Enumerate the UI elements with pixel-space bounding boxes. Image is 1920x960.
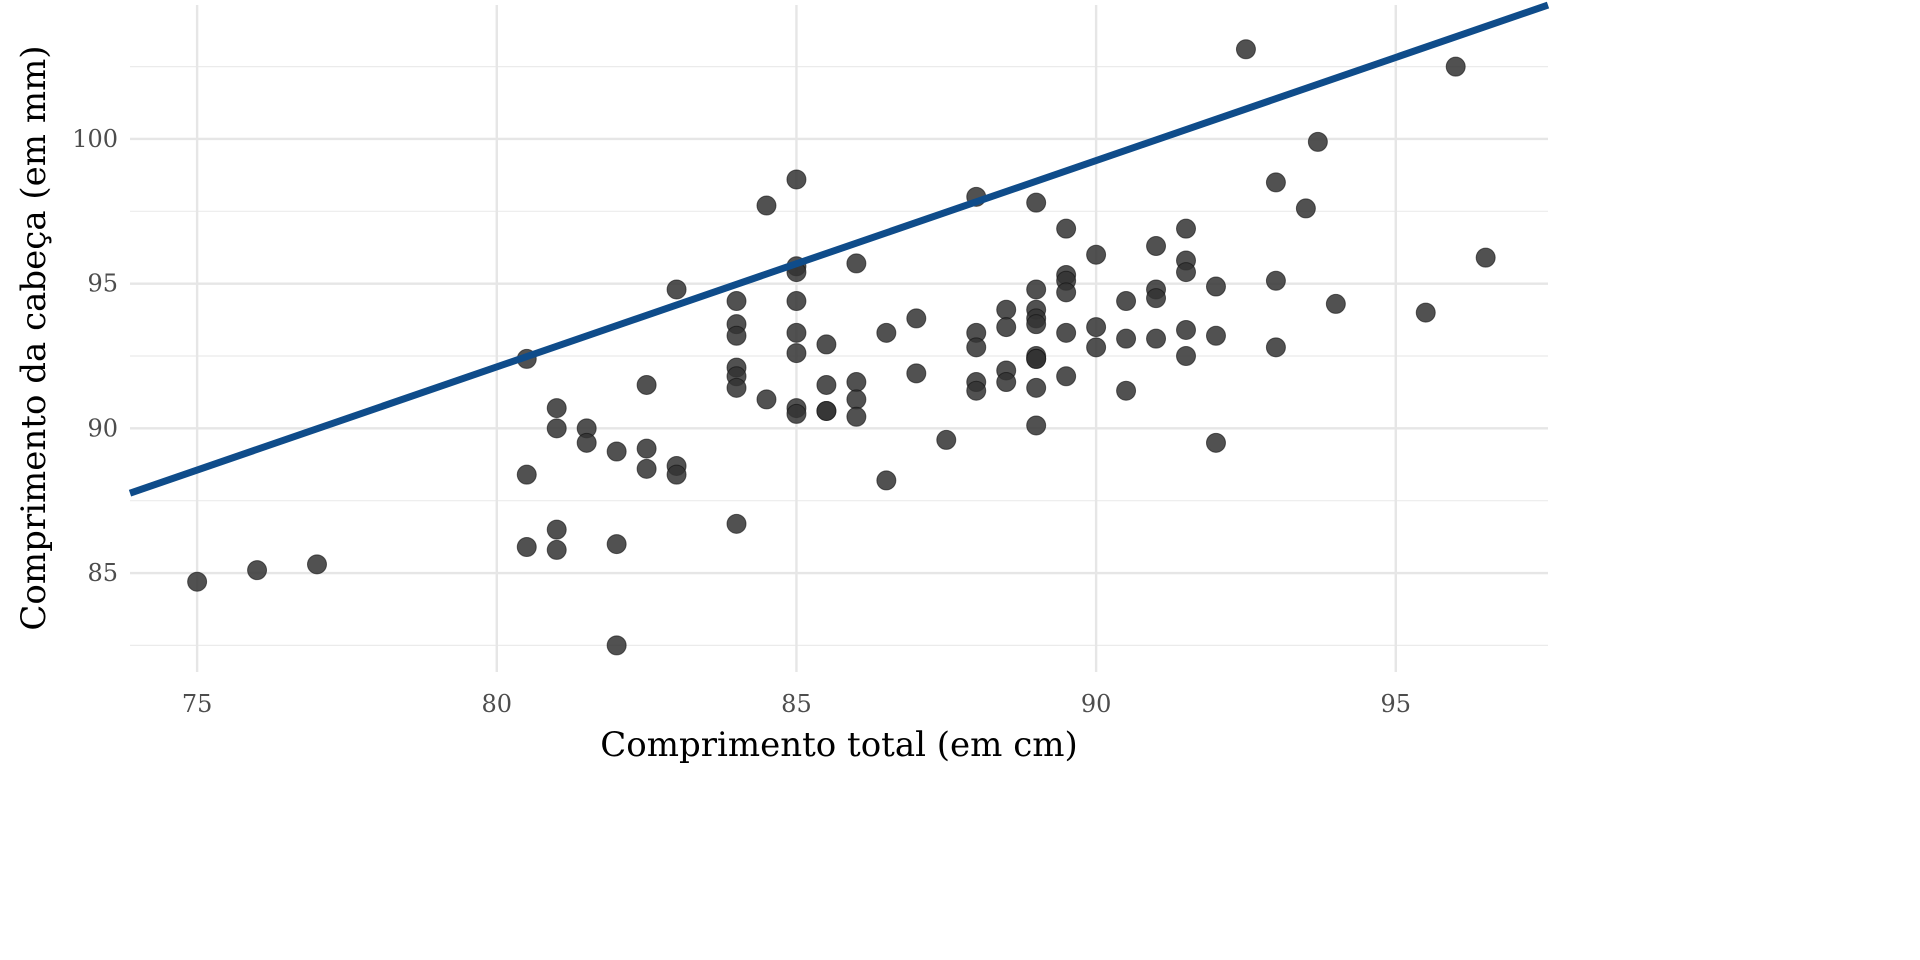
- data-point: [1235, 39, 1256, 60]
- grid: [130, 5, 1548, 672]
- data-point: [636, 458, 657, 479]
- x-axis-label: Comprimento total (em cm): [600, 725, 1078, 765]
- y-tick-label: 85: [87, 559, 118, 587]
- data-point: [606, 534, 627, 555]
- x-tick-label: 95: [1380, 690, 1411, 718]
- data-point: [996, 317, 1017, 338]
- data-point: [816, 334, 837, 355]
- data-point: [636, 374, 657, 395]
- y-axis-label: Comprimento da cabeça (em mm): [14, 45, 54, 630]
- data-point: [247, 560, 268, 581]
- data-point: [306, 554, 327, 575]
- data-point: [1146, 288, 1167, 309]
- data-point: [546, 418, 567, 439]
- y-tick-label: 100: [72, 125, 118, 153]
- data-point: [1026, 279, 1047, 300]
- reference-line: [128, 1, 1550, 497]
- data-point: [726, 513, 747, 534]
- data-point: [726, 377, 747, 398]
- data-point: [786, 322, 807, 343]
- data-point: [726, 325, 747, 346]
- data-point: [846, 372, 867, 393]
- data-point: [1295, 198, 1316, 219]
- data-point: [187, 571, 208, 592]
- data-point: [1146, 328, 1167, 349]
- data-point: [1086, 317, 1107, 338]
- data-point: [1176, 346, 1197, 367]
- data-point: [1026, 348, 1047, 369]
- data-point: [1086, 337, 1107, 358]
- data-point: [516, 536, 537, 557]
- data-point: [846, 253, 867, 274]
- data-point: [1056, 282, 1077, 303]
- data-point: [666, 464, 687, 485]
- data-point: [1026, 415, 1047, 436]
- data-point: [996, 372, 1017, 393]
- data-point: [786, 343, 807, 364]
- data-point: [1205, 276, 1226, 297]
- data-point: [756, 389, 777, 410]
- x-tick-label: 75: [182, 690, 213, 718]
- data-point: [1265, 270, 1286, 291]
- data-point: [1026, 192, 1047, 213]
- y-tick-label: 95: [87, 270, 118, 298]
- data-point: [1475, 247, 1496, 268]
- data-point: [1026, 314, 1047, 335]
- data-point: [546, 398, 567, 419]
- data-point: [786, 169, 807, 190]
- data-point: [1176, 218, 1197, 239]
- data-point: [546, 539, 567, 560]
- data-point: [1265, 337, 1286, 358]
- data-point: [1445, 56, 1466, 77]
- data-point: [1146, 236, 1167, 257]
- data-point: [726, 291, 747, 312]
- tick-labels: 75 80 85 90 95 85 90 95 100: [72, 125, 1411, 718]
- x-tick-label: 85: [781, 690, 812, 718]
- data-point: [636, 438, 657, 459]
- data-point: [876, 470, 897, 491]
- data-point: [1307, 131, 1328, 152]
- data-point: [606, 441, 627, 462]
- data-point: [1116, 380, 1137, 401]
- data-point: [936, 429, 957, 450]
- data-point: [1116, 328, 1137, 349]
- data-point: [966, 337, 987, 358]
- data-point: [756, 195, 777, 216]
- data-point: [1026, 377, 1047, 398]
- data-point: [1205, 325, 1226, 346]
- data-point: [1415, 302, 1436, 323]
- data-point: [846, 389, 867, 410]
- data-point: [516, 464, 537, 485]
- data-point: [846, 406, 867, 427]
- data-point: [786, 403, 807, 424]
- data-point: [1056, 218, 1077, 239]
- data-point: [1176, 319, 1197, 340]
- data-point: [786, 291, 807, 312]
- data-point: [1265, 172, 1286, 193]
- data-point: [1205, 432, 1226, 453]
- data-point: [1056, 322, 1077, 343]
- data-point: [1325, 293, 1346, 314]
- data-point: [1176, 262, 1197, 283]
- data-point: [546, 519, 567, 540]
- data-point: [1116, 291, 1137, 312]
- data-point: [966, 380, 987, 401]
- data-point: [666, 279, 687, 300]
- data-point: [816, 400, 837, 421]
- data-point: [876, 322, 897, 343]
- data-point: [906, 308, 927, 329]
- y-tick-label: 90: [87, 414, 118, 442]
- data-point: [1086, 244, 1107, 265]
- x-tick-label: 80: [482, 690, 513, 718]
- data-point: [816, 374, 837, 395]
- reference-line-group: [128, 1, 1550, 497]
- data-point: [576, 432, 597, 453]
- data-point: [606, 635, 627, 656]
- data-point: [996, 299, 1017, 320]
- data-point: [906, 363, 927, 384]
- points: [187, 39, 1496, 656]
- data-point: [1056, 366, 1077, 387]
- x-tick-label: 90: [1081, 690, 1112, 718]
